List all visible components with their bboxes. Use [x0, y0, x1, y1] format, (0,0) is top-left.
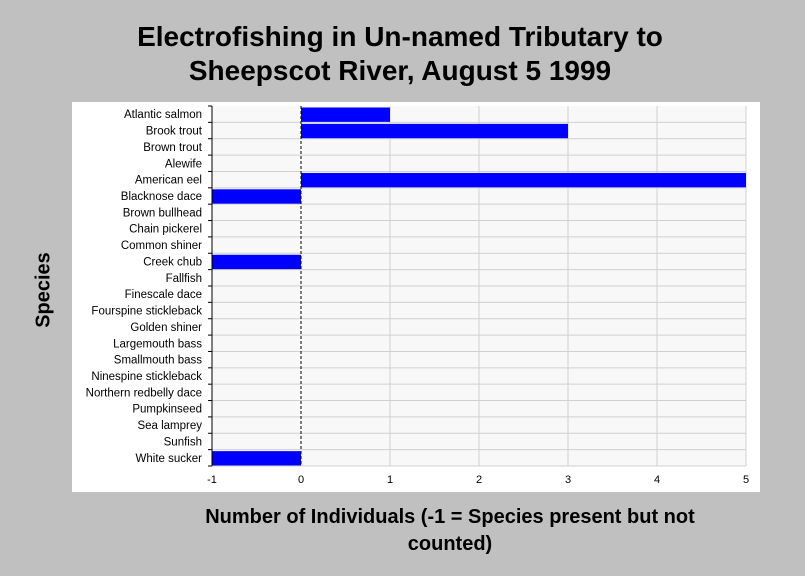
category-label: Ninespine stickleback: [91, 371, 202, 383]
chart-title-line-1: Electrofishing in Un-named Tributary to: [137, 21, 663, 52]
category-label: Brook trout: [146, 126, 203, 138]
category-label: American eel: [135, 175, 202, 187]
category-label: Sea lamprey: [137, 420, 202, 432]
chart-title: Electrofishing in Un-named Tributary to …: [0, 20, 800, 88]
bar-american-eel: [301, 172, 746, 188]
category-label: Northern redbelly dace: [86, 387, 202, 399]
category-label: Fourspine stickleback: [91, 306, 202, 318]
category-label: Pumpkinseed: [132, 404, 202, 416]
x-axis-label-line-2: counted): [407, 533, 493, 555]
x-tick-label: 0: [298, 474, 304, 486]
category-label: Golden shiner: [130, 322, 202, 334]
category-label: Finescale dace: [125, 289, 202, 301]
x-tick-label: 5: [743, 474, 749, 486]
bar-blacknose-dace: [212, 189, 301, 204]
x-tick-label: 2: [476, 474, 482, 486]
category-label: Atlantic salmon: [124, 109, 202, 121]
x-tick-label: -1: [207, 474, 217, 486]
category-label: Blacknose dace: [121, 191, 202, 203]
chart-title-line-2: Sheepscot River, August 5 1999: [188, 55, 612, 86]
bar-atlantic-salmon: [301, 107, 390, 122]
x-axis-label-line-1: Number of Individuals (-1 = Species pres…: [205, 506, 695, 528]
category-label: Smallmouth bass: [114, 355, 202, 367]
category-label: Brown bullhead: [123, 207, 202, 219]
chart-svg: Atlantic salmon Brook trout Brown trout Ale…: [86, 105, 749, 486]
bar-white-sucker: [212, 451, 301, 466]
category-label: Common shiner: [121, 240, 202, 252]
bar-brook-trout: [301, 123, 568, 139]
x-axis-label: Number of Individuals (-1 = Species pres…: [70, 504, 805, 558]
y-axis-label: Species: [32, 252, 55, 328]
category-label: Creek chub: [143, 256, 202, 268]
x-tick-label: 4: [654, 474, 660, 486]
category-label: Fallfish: [166, 273, 202, 285]
x-tick-label: 3: [565, 474, 571, 486]
category-label: Brown trout: [143, 142, 203, 154]
bar-creek-chub: [212, 254, 301, 270]
category-label: Chain pickerel: [129, 224, 202, 236]
plot-panel: Atlantic salmon Brook trout Brown trout Ale…: [72, 102, 760, 492]
category-label: Largemouth bass: [113, 338, 202, 350]
category-label: Sunfish: [164, 436, 202, 448]
x-tick-label: 1: [387, 474, 393, 486]
category-label: White sucker: [136, 453, 203, 465]
category-label: Alewife: [165, 158, 202, 170]
